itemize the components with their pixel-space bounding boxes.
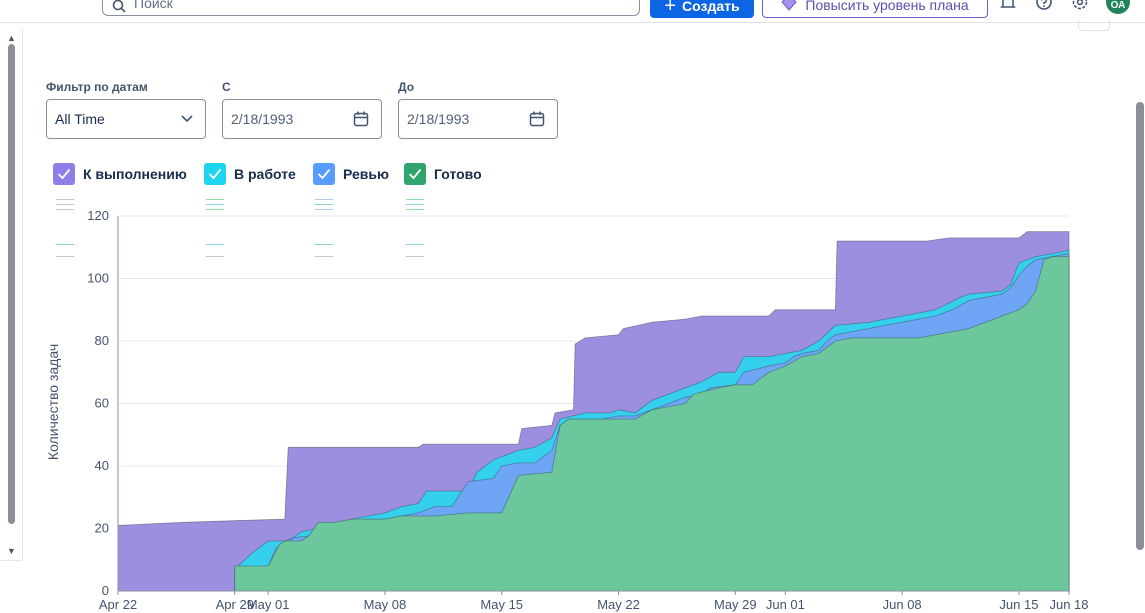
legend-label: К выполнению [83, 166, 187, 182]
divider [0, 560, 22, 561]
checkbox-checked-icon[interactable] [313, 163, 335, 185]
legend-dash [315, 204, 333, 205]
user-avatar[interactable]: ОА [1106, 0, 1130, 14]
help-icon[interactable] [1034, 0, 1054, 14]
legend-dash [206, 209, 224, 210]
legend-dash [406, 199, 424, 200]
legend-item-done[interactable]: Готово [404, 163, 482, 185]
x-tick-label: Jun 18 [1049, 597, 1088, 612]
create-button[interactable]: + Создать [650, 0, 754, 18]
series-area [118, 256, 1070, 592]
chevron-down-icon [181, 115, 193, 123]
checkbox-checked-icon[interactable] [404, 163, 426, 185]
plus-icon: + [664, 0, 677, 17]
search-icon [112, 0, 126, 13]
from-date-field[interactable]: 2/18/1993 [222, 99, 382, 139]
from-date-value: 2/18/1993 [231, 111, 294, 127]
calendar-icon[interactable] [529, 111, 545, 127]
legend-dash [56, 256, 74, 257]
legend-item-in-progress[interactable]: В работе [204, 163, 296, 185]
legend-item-todo[interactable]: К выполнению [53, 163, 187, 185]
search-input[interactable]: Поиск [102, 0, 640, 16]
legend-label: Ревью [343, 166, 389, 182]
legend-label: Готово [434, 166, 482, 182]
scroll-down-arrow-icon[interactable]: ▼ [7, 546, 16, 556]
upgrade-plan-button[interactable]: Повысить уровень плана [762, 0, 988, 18]
x-tick-label: May 29 [714, 597, 757, 612]
legend-dash [206, 256, 224, 257]
x-tick-label: May 22 [597, 597, 640, 612]
y-tick-label: 80 [95, 333, 109, 348]
right-scrollbar[interactable] [1133, 28, 1145, 613]
scroll-up-arrow-icon[interactable]: ▲ [7, 33, 16, 43]
legend-dash [56, 204, 74, 205]
checkbox-checked-icon[interactable] [53, 163, 75, 185]
settings-icon[interactable] [1070, 0, 1090, 14]
legend-dash [56, 199, 74, 200]
legend-dash [406, 256, 424, 257]
search-placeholder: Поиск [134, 0, 173, 11]
x-tick-label: May 01 [247, 597, 290, 612]
to-date-field[interactable]: 2/18/1993 [398, 99, 558, 139]
legend-dash [56, 244, 74, 245]
legend-dash [406, 204, 424, 205]
x-tick-label: Jun 08 [883, 597, 922, 612]
upgrade-plan-label: Повысить уровень плана [805, 0, 969, 13]
legend-dash [406, 244, 424, 245]
date-filter-label: Фильтр по датам [46, 80, 148, 94]
legend-dash [406, 209, 424, 210]
y-tick-label: 100 [87, 271, 109, 286]
to-date-value: 2/18/1993 [407, 111, 470, 127]
legend-dash [206, 204, 224, 205]
x-tick-label: May 08 [364, 597, 407, 612]
from-date-label: С [222, 80, 231, 94]
date-filter-value: All Time [55, 111, 105, 127]
left-scrollbar-thumb[interactable] [8, 44, 15, 524]
avatar-initials: ОА [1110, 0, 1126, 11]
x-tick-label: Apr 29 [216, 597, 254, 612]
create-button-label: Создать [682, 0, 740, 14]
y-tick-label: 0 [102, 583, 109, 598]
date-filter-select[interactable]: All Time [46, 99, 206, 139]
x-tick-label: Jun 15 [999, 597, 1038, 612]
y-tick-label: 40 [95, 458, 109, 473]
y-tick-label: 120 [87, 208, 109, 223]
bell-icon[interactable] [998, 0, 1018, 14]
legend-dash [56, 209, 74, 210]
x-tick-label: May 15 [480, 597, 523, 612]
x-tick-label: Apr 22 [99, 597, 137, 612]
right-scrollbar-thumb[interactable] [1136, 102, 1144, 550]
legend-dash [206, 199, 224, 200]
legend-dash [315, 256, 333, 257]
legend-dash [206, 244, 224, 245]
y-tick-label: 60 [95, 396, 109, 411]
checkbox-checked-icon[interactable] [204, 163, 226, 185]
legend-dash [315, 209, 333, 210]
legend-dash [315, 244, 333, 245]
legend-label: В работе [234, 166, 296, 182]
legend-dash [315, 199, 333, 200]
legend-item-review[interactable]: Ревью [313, 163, 389, 185]
gem-icon [781, 0, 798, 11]
to-date-label: До [398, 80, 415, 94]
left-scrollbar[interactable]: ▲ ▼ [0, 28, 23, 560]
panel-corner-button[interactable] [1078, 20, 1110, 31]
x-tick-label: Jun 01 [766, 597, 805, 612]
top-navigation-bar: Поиск + Создать Повысить уровень плана О… [0, 0, 1145, 23]
calendar-icon[interactable] [353, 111, 369, 127]
y-tick-label: 20 [95, 521, 109, 536]
